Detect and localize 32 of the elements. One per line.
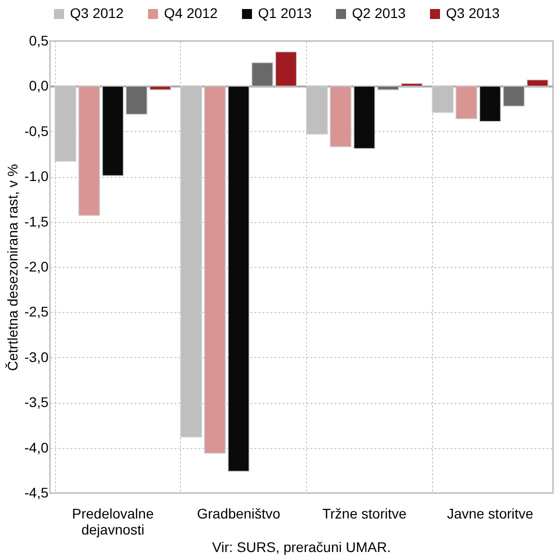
y-tick-label: -1,0 — [24, 168, 49, 184]
y-tick-label: 0,5 — [29, 32, 49, 48]
bar — [275, 51, 297, 87]
bar — [149, 86, 172, 90]
y-tick-label: -0,5 — [24, 122, 49, 139]
bar — [526, 79, 548, 87]
y-tick-label: -4,0 — [24, 439, 49, 456]
y-tick-label: 0,0 — [29, 78, 49, 94]
bar — [503, 86, 525, 106]
legend-label: Q1 2013 — [258, 5, 312, 21]
legend-label: Q3 2013 — [446, 5, 500, 21]
x-tick-label: Javne storitve — [446, 506, 534, 522]
bar — [456, 86, 478, 120]
bar — [479, 86, 501, 122]
y-tick-label: -1,5 — [24, 213, 49, 230]
legend-label: Q2 2013 — [352, 5, 406, 21]
y-tick-label: -3,0 — [24, 348, 49, 365]
legend-label: Q4 2012 — [164, 5, 218, 21]
y-axis-title: Četrtletna desezonirana rast, v % — [4, 164, 20, 371]
y-tick-label: -2,5 — [24, 304, 49, 320]
y-tick-label: -2,0 — [24, 258, 49, 274]
x-tick-label: Predelovalne dejavnosti — [72, 506, 154, 538]
bar — [400, 83, 423, 87]
bar — [377, 86, 399, 90]
bar — [252, 62, 274, 87]
y-tick-label: -4,5 — [24, 484, 49, 500]
text: Vir: SURS, preračuni UMAR. — [212, 539, 391, 555]
y-tick-label: -3,5 — [24, 394, 49, 410]
x-tick-label: Gradbeništvo — [196, 506, 280, 522]
legend-label: Q3 2012 — [70, 5, 124, 21]
bar — [126, 86, 148, 115]
x-tick-label: Tržne storitve — [322, 506, 407, 522]
